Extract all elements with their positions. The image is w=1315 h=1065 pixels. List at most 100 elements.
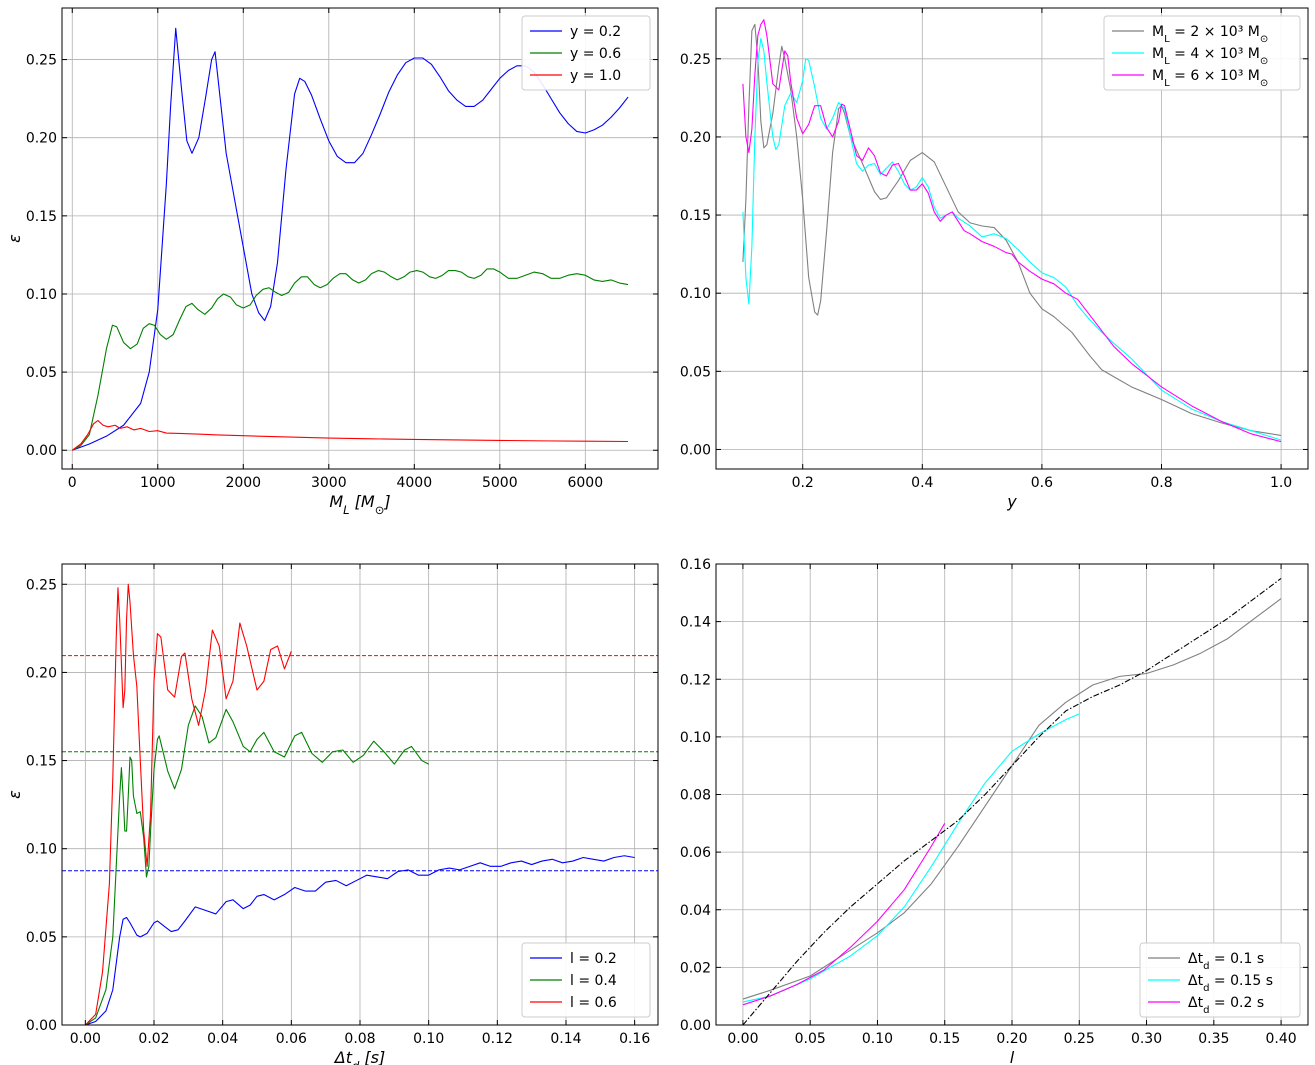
legend-box — [521, 942, 651, 1018]
y-axis-label: ε — [5, 234, 24, 243]
y-tick-label: 0.04 — [680, 903, 711, 919]
x-tick-label: 0.8 — [1150, 475, 1172, 491]
y-tick-label: 0.08 — [680, 788, 711, 804]
x-tick-label: 0.05 — [795, 1031, 826, 1047]
series-line — [71, 268, 629, 451]
y-tick-label: 0.10 — [680, 286, 711, 302]
y-tick-label: 0.20 — [680, 130, 711, 146]
legend: l = 0.2 l = 0.4 l = 0.6 — [521, 942, 651, 1018]
y-tick-label: 0.00 — [680, 1018, 711, 1034]
y-tick-label: 0.00 — [680, 442, 711, 458]
x-tick-label: 0.04 — [207, 1031, 238, 1047]
x-tick-label: 5000 — [482, 475, 518, 491]
legend-label: ML = 4 × 10³ M⊙ — [1152, 46, 1268, 67]
y-tick-label: 0.02 — [680, 960, 711, 976]
x-tick-label: 0.10 — [862, 1031, 893, 1047]
x-tick-label: 0.30 — [1131, 1031, 1162, 1047]
y-tick-label: 0.15 — [680, 208, 711, 224]
x-axis-label: Δtd [s] — [333, 1048, 385, 1065]
legend-label: Δtd = 0.1 s — [1188, 951, 1264, 972]
x-axis-label: y — [1006, 492, 1017, 511]
legend-label: y = 1.0 — [570, 68, 621, 84]
y-tick-label: 0.05 — [680, 364, 711, 380]
x-tick-label: 0.00 — [70, 1031, 101, 1047]
series-line — [72, 27, 629, 451]
y-tick-label: 0.15 — [26, 754, 57, 770]
series-line — [85, 855, 635, 1025]
series-line — [85, 705, 429, 1025]
x-tick-label: 0.15 — [929, 1031, 960, 1047]
x-tick-label: 0.00 — [727, 1031, 758, 1047]
series-line — [84, 583, 292, 1025]
series-line — [742, 598, 1282, 1000]
y-tick-label: 0.05 — [26, 930, 57, 946]
y-tick-label: 0.10 — [26, 842, 57, 858]
legend-label: ML = 2 × 10³ M⊙ — [1152, 24, 1268, 45]
x-tick-label: 0.35 — [1198, 1031, 1229, 1047]
x-axis-label: ML [M⊙] — [329, 492, 390, 517]
x-axis-label: l — [1010, 1048, 1015, 1065]
chart-panel-br: 0.00 0.05 0.10 0.15 0.20 0.25 0.30 0.35 0.40 0.00… — [680, 557, 1309, 1065]
x-tick-label: 0.08 — [344, 1031, 375, 1047]
y-tick-label: 0.00 — [26, 443, 57, 459]
x-tick-label: 0.40 — [1266, 1031, 1297, 1047]
x-tick-label: 0.14 — [550, 1031, 581, 1047]
series-line — [742, 23, 1282, 436]
x-tick-label: 1.0 — [1270, 475, 1292, 491]
y-axis-label: ε — [5, 790, 24, 799]
series-line — [742, 19, 1282, 443]
y-tick-label: 0.25 — [26, 577, 57, 593]
y-tick-label: 0.20 — [26, 131, 57, 147]
y-tick-label: 0.10 — [26, 287, 57, 303]
x-tick-label: 6000 — [567, 475, 603, 491]
legend: y = 0.2 y = 0.6 y = 1.0 — [521, 15, 651, 91]
series-line — [742, 713, 1080, 1003]
plot-frame — [715, 7, 1309, 470]
x-tick-label: 0.16 — [619, 1031, 650, 1047]
x-tick-label: 0.20 — [996, 1031, 1027, 1047]
legend-label: y = 0.6 — [570, 46, 621, 62]
legend-label: l = 0.6 — [570, 995, 617, 1011]
x-tick-label: 4000 — [396, 475, 432, 491]
y-tick-label: 0.10 — [680, 730, 711, 746]
legend-label: l = 0.4 — [570, 973, 617, 989]
y-tick-label: 0.00 — [26, 1018, 57, 1034]
x-tick-label: 0.25 — [1064, 1031, 1095, 1047]
y-tick-label: 0.14 — [680, 615, 711, 631]
plot-frame — [61, 7, 659, 470]
chart-panel-tl: 0 1000 2000 3000 4000 5000 6000 0.00 0.05 0.10 0.1… — [5, 7, 659, 517]
series-line — [742, 37, 1282, 441]
series-line — [71, 420, 629, 451]
series-line — [742, 823, 946, 1006]
legend-box — [521, 15, 651, 91]
x-tick-label: 0 — [68, 475, 77, 491]
x-tick-label: 2000 — [225, 475, 261, 491]
legend-label: ML = 6 × 10³ M⊙ — [1152, 68, 1268, 89]
y-tick-label: 0.25 — [680, 52, 711, 68]
x-tick-label: 3000 — [311, 475, 347, 491]
x-tick-label: 0.06 — [276, 1031, 307, 1047]
x-tick-label: 0.2 — [792, 475, 814, 491]
x-tick-label: 0.12 — [482, 1031, 513, 1047]
x-tick-label: 0.02 — [138, 1031, 169, 1047]
legend-label: Δtd = 0.2 s — [1188, 995, 1264, 1016]
y-tick-label: 0.06 — [680, 845, 711, 861]
y-tick-label: 0.20 — [26, 665, 57, 681]
y-tick-label: 0.05 — [26, 365, 57, 381]
series-line — [742, 577, 1282, 1025]
legend-label: y = 0.2 — [570, 24, 621, 40]
legend: ML = 2 × 10³ M⊙ML = 4 × 10³ M⊙ML = 6 × 1… — [1103, 15, 1301, 91]
legend-box — [1139, 942, 1301, 1018]
x-tick-label: 0.6 — [1031, 475, 1053, 491]
x-tick-label: 1000 — [140, 475, 176, 491]
legend-label: Δtd = 0.15 s — [1188, 973, 1273, 994]
chart-panel-bl: 0.00 0.02 0.04 0.06 0.08 0.10 0.12 0.14 0.16 0.00… — [5, 563, 659, 1065]
y-tick-label: 0.25 — [26, 53, 57, 69]
y-tick-label: 0.15 — [26, 209, 57, 225]
chart-panel-tr: 0.2 0.4 0.6 0.8 1.0 0.00 0.05 0.10 0.15 0.20 0.25 y… — [680, 7, 1309, 511]
x-tick-label: 0.10 — [413, 1031, 444, 1047]
legend-label: l = 0.2 — [570, 951, 617, 967]
legend-box — [1103, 15, 1301, 91]
